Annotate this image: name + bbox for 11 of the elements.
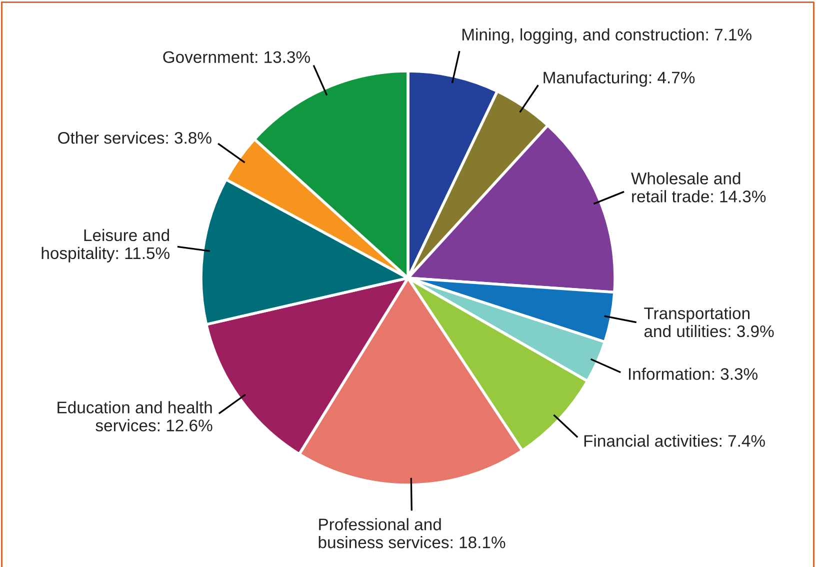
slice-label: Government: 13.3% <box>163 51 310 64</box>
slice-label: Transportation and utilities: 3.9% <box>644 306 774 338</box>
slice-label: Professional and business services: 18.1% <box>318 518 506 548</box>
slice-label: Information: 3.3% <box>629 368 758 380</box>
slice-label: Manufacturing: 4.7% <box>544 71 695 87</box>
slice-label: Leisure and hospitality: 11.5% <box>42 228 170 262</box>
slice-label: Wholesale and retail trade: 14.3% <box>631 172 766 202</box>
slice-label: Other services: 3.8% <box>58 132 212 144</box>
slice-label: Financial activities: 7.4% <box>584 434 765 447</box>
slice-label: Education and health services: 12.6% <box>58 401 212 432</box>
slice-label: Mining, logging, and construction: 7.1% <box>462 28 752 44</box>
